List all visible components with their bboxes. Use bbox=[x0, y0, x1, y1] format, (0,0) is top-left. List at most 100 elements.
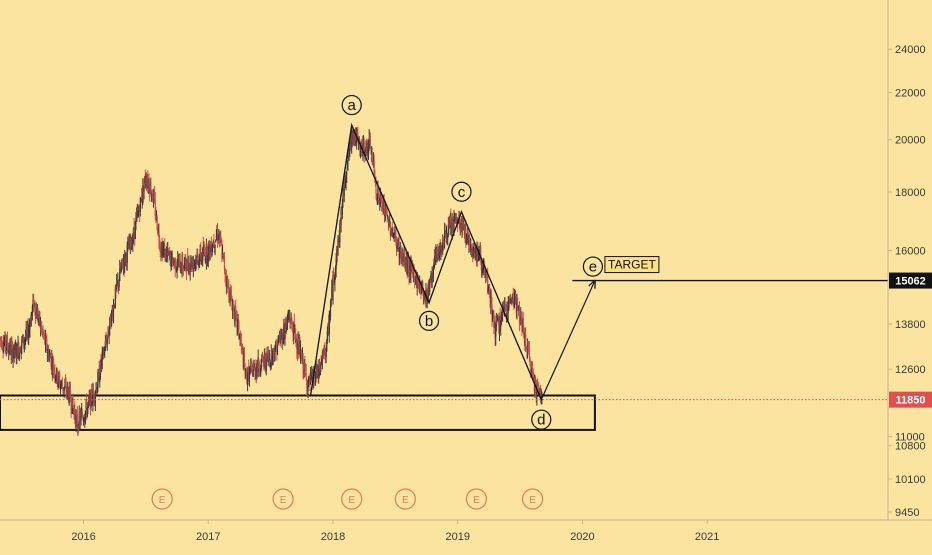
candle-body bbox=[334, 275, 336, 283]
candle-body bbox=[157, 228, 159, 232]
candle-body bbox=[38, 314, 40, 318]
candle-body bbox=[149, 183, 151, 194]
candle-body bbox=[463, 229, 466, 237]
candle-body bbox=[270, 363, 272, 366]
candle-body bbox=[434, 255, 436, 263]
candle-body bbox=[248, 365, 250, 383]
candle-body bbox=[296, 341, 298, 350]
candle-body bbox=[146, 181, 148, 187]
candle-body bbox=[267, 354, 269, 363]
candle-body bbox=[6, 338, 9, 348]
candle-body bbox=[382, 202, 385, 211]
candle-body bbox=[440, 249, 442, 254]
candle-body bbox=[362, 143, 364, 154]
candle-body bbox=[488, 285, 490, 290]
candle-body bbox=[143, 185, 145, 192]
candle-body bbox=[240, 338, 242, 343]
candle-body bbox=[341, 208, 343, 218]
candle-body bbox=[258, 368, 261, 371]
candle-body bbox=[198, 258, 201, 265]
candle-body bbox=[95, 389, 97, 394]
candle-body bbox=[291, 322, 294, 330]
earnings-marker-circle bbox=[151, 488, 173, 510]
candle-body bbox=[482, 265, 484, 270]
candle-body bbox=[341, 203, 343, 215]
candle-body bbox=[264, 354, 266, 365]
candle-body bbox=[96, 390, 98, 393]
candle-body bbox=[347, 151, 350, 155]
candle-body bbox=[192, 259, 194, 268]
candle-body bbox=[231, 303, 233, 311]
earnings-marker: E bbox=[348, 495, 355, 506]
candle-body bbox=[11, 343, 14, 360]
candle-body bbox=[535, 383, 537, 394]
y-tick-label: 10800 bbox=[895, 441, 926, 453]
candle-body bbox=[415, 277, 417, 285]
candle-body bbox=[299, 348, 302, 360]
candle-body bbox=[462, 224, 464, 227]
wave-label-circle-d bbox=[531, 409, 552, 430]
candle-body bbox=[228, 295, 231, 301]
candle-body bbox=[370, 147, 372, 155]
candle-body bbox=[119, 268, 121, 281]
candle-body bbox=[232, 305, 234, 312]
candle-body bbox=[107, 333, 109, 336]
candle-body bbox=[401, 255, 403, 261]
candle-body bbox=[115, 288, 117, 290]
candle-body bbox=[164, 248, 166, 257]
candle-body bbox=[108, 329, 110, 336]
candle-body bbox=[40, 323, 42, 331]
candle-body bbox=[226, 277, 228, 288]
candle-body bbox=[310, 376, 312, 378]
candle-body bbox=[256, 366, 258, 376]
candle-body bbox=[195, 259, 197, 264]
candle-body bbox=[471, 248, 473, 250]
candle-body bbox=[229, 290, 231, 302]
candle-body bbox=[109, 317, 111, 329]
candle-body bbox=[114, 305, 116, 307]
candle-body bbox=[420, 289, 422, 291]
candle-body bbox=[66, 386, 68, 395]
candle-body bbox=[53, 369, 55, 371]
candle-body bbox=[83, 419, 85, 421]
candle-body bbox=[525, 347, 527, 349]
candle-body bbox=[515, 297, 517, 313]
candle-body bbox=[282, 338, 284, 343]
candle-body bbox=[129, 235, 131, 246]
candle-body bbox=[76, 411, 78, 415]
candle-body bbox=[531, 365, 534, 373]
candle-body bbox=[273, 352, 275, 359]
candle-body bbox=[503, 302, 506, 309]
candle-body bbox=[483, 266, 486, 271]
candle-body bbox=[289, 321, 292, 326]
candle-body bbox=[304, 360, 306, 371]
candle-body bbox=[35, 310, 37, 318]
earnings-marker-circle bbox=[341, 488, 363, 510]
candle-body bbox=[477, 252, 479, 257]
candle-body bbox=[200, 247, 202, 260]
candle-body bbox=[400, 248, 402, 256]
candle-body bbox=[448, 223, 450, 225]
candle-body bbox=[450, 222, 453, 234]
candle-body bbox=[465, 240, 468, 242]
candle-body bbox=[237, 322, 239, 325]
candle-body bbox=[278, 340, 280, 342]
candle-body bbox=[232, 304, 234, 307]
x-tick-label: 2021 bbox=[695, 531, 719, 543]
candle-body bbox=[121, 258, 123, 265]
candle-body bbox=[276, 346, 279, 355]
candle-body bbox=[197, 256, 199, 265]
candle-body bbox=[192, 262, 194, 269]
y-tick-label: 16000 bbox=[895, 246, 926, 258]
candle-body bbox=[51, 360, 53, 373]
candle-body bbox=[16, 346, 19, 358]
candle-body bbox=[377, 187, 380, 196]
earnings-marker: E bbox=[473, 495, 480, 506]
candle-body bbox=[493, 322, 496, 328]
candle-body bbox=[383, 200, 385, 215]
candle-body bbox=[509, 300, 511, 303]
candle-body bbox=[333, 275, 335, 281]
candle-body bbox=[227, 284, 229, 286]
candle-body bbox=[63, 388, 65, 391]
candle-body bbox=[515, 294, 517, 297]
